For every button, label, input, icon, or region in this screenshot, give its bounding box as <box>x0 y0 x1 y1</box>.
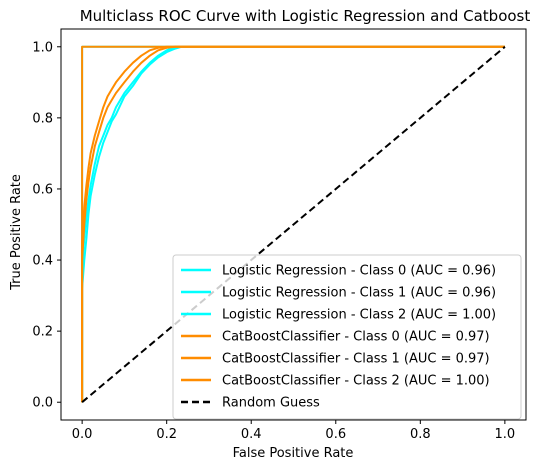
series-line-5 <box>81 45 505 403</box>
legend: Logistic Regression - Class 0 (AUC = 0.9… <box>172 254 522 420</box>
x-tick-label: 1.0 <box>495 427 516 442</box>
y-axis-label: True Positive Rate <box>9 174 24 291</box>
legend-label: Random Guess <box>222 396 320 411</box>
x-tick-label: 0.6 <box>325 427 346 442</box>
series-line-4 <box>81 45 505 403</box>
plot-frame <box>60 28 527 421</box>
x-axis-label: False Positive Rate <box>233 446 354 461</box>
series-line-7 <box>81 46 506 403</box>
axes: 0.0 0.2 0.4 0.6 0.8 1.0 0.0 0.2 0.4 0.6 0.8 1.0 <box>32 28 527 442</box>
legend-label: CatBoostClassifier - Class 0 (AUC = 0.97… <box>222 330 490 345</box>
x-tick-label: 0.0 <box>72 427 93 442</box>
y-tick-label: 1.0 <box>32 40 53 55</box>
legend-label: Logistic Regression - Class 2 (AUC = 1.0… <box>222 308 496 323</box>
legend-label: CatBoostClassifier - Class 2 (AUC = 1.00… <box>222 374 490 389</box>
legend-label: Logistic Regression - Class 1 (AUC = 0.9… <box>222 286 496 301</box>
series-line-1 <box>81 45 505 403</box>
series-line-2 <box>81 45 505 403</box>
plot-area <box>81 45 506 403</box>
series-line-6 <box>81 45 505 403</box>
y-tick-label: 0.2 <box>32 325 53 340</box>
legend-label: Logistic Regression - Class 0 (AUC = 0.9… <box>222 264 496 279</box>
x-tick-label: 0.8 <box>410 427 431 442</box>
y-tick-label: 0.0 <box>32 396 53 411</box>
y-tick-label: 0.6 <box>32 182 53 197</box>
x-tick-label: 0.4 <box>241 427 262 442</box>
y-tick-label: 0.4 <box>32 254 53 269</box>
x-tick-label: 0.2 <box>156 427 177 442</box>
legend-label: CatBoostClassifier - Class 1 (AUC = 0.97… <box>222 352 490 367</box>
chart-title: Multiclass ROC Curve with Logistic Regre… <box>80 7 531 25</box>
legend-box <box>172 254 522 420</box>
y-tick-label: 0.8 <box>32 111 53 126</box>
